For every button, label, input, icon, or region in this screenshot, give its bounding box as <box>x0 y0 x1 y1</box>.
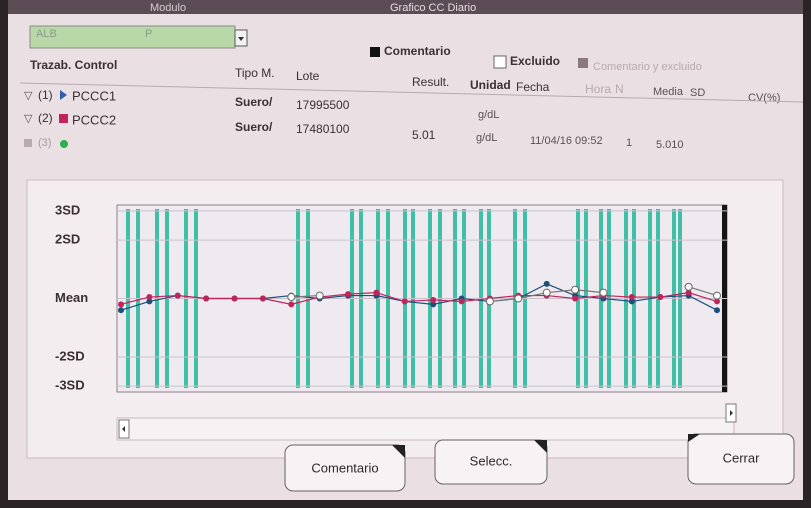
row-tipo: Suero/ <box>235 120 273 134</box>
data-point <box>544 281 550 287</box>
row-fecha: 11/04/16 09:52 <box>530 135 603 147</box>
column-header: Hora <box>585 82 611 96</box>
row-unidad: g/dL <box>478 109 499 121</box>
scrollbar[interactable] <box>117 418 734 440</box>
data-point <box>288 301 294 307</box>
row-lote: 17480100 <box>296 122 350 136</box>
row-icon <box>60 140 68 148</box>
data-point <box>175 293 181 299</box>
row-media: 5.010 <box>656 139 684 151</box>
row-tipo: Suero/ <box>235 95 273 109</box>
data-point <box>714 307 720 313</box>
column-header: SD <box>690 87 705 99</box>
row-index: (2) <box>38 111 53 125</box>
column-header: Result. <box>412 75 449 89</box>
legend-swatch <box>494 56 506 68</box>
data-point <box>459 298 465 304</box>
column-header: Tipo M. <box>235 66 275 80</box>
data-point <box>402 298 408 304</box>
data-point <box>657 294 663 300</box>
y-tick-label: -3SD <box>55 378 85 393</box>
column-header: N <box>615 82 624 96</box>
data-point <box>685 283 692 290</box>
row-control: PCCC2 <box>72 112 116 127</box>
data-point <box>316 292 323 299</box>
data-point <box>118 301 124 307</box>
legend-item: Comentario <box>384 44 451 58</box>
data-point <box>629 294 635 300</box>
screen: Modulo Grafico CC Diario ALB P Comentari… <box>0 0 811 508</box>
column-header: Trazab. Control <box>30 58 117 72</box>
y-tick-label: 3SD <box>55 202 80 217</box>
row-index: (1) <box>38 88 53 102</box>
row-check[interactable]: ▽ <box>24 90 33 102</box>
data-point <box>600 289 607 296</box>
row-index: (3) <box>38 137 51 149</box>
column-header: Fecha <box>516 80 550 94</box>
data-point <box>430 297 436 303</box>
data-point <box>203 296 209 302</box>
legend-swatch <box>578 58 588 68</box>
data-point <box>288 294 295 301</box>
data-point <box>572 296 578 302</box>
button-label: Cerrar <box>723 450 761 465</box>
data-point <box>118 307 124 313</box>
column-header: Unidad <box>470 78 511 92</box>
data-point <box>373 290 379 296</box>
data-point <box>572 286 579 293</box>
row-result: 5.01 <box>412 128 436 142</box>
row-check[interactable]: ▽ <box>24 113 33 125</box>
data-point <box>146 294 152 300</box>
data-point <box>260 296 266 302</box>
y-tick-label: -2SD <box>55 348 85 363</box>
row-lote: 17995500 <box>296 98 350 112</box>
data-point <box>345 291 351 297</box>
y-tick-label: 2SD <box>55 232 80 247</box>
row-n: 1 <box>626 137 632 149</box>
dropdown[interactable] <box>30 26 235 48</box>
legend-swatch <box>370 47 380 57</box>
page: { "header": {"module_label": "Modulo", "… <box>0 0 811 508</box>
data-point <box>515 295 522 302</box>
dropdown-value2: P <box>145 28 152 40</box>
data-point <box>543 289 550 296</box>
module-label: Modulo <box>150 2 186 14</box>
data-point <box>232 296 238 302</box>
data-point <box>714 292 721 299</box>
row-icon <box>59 114 68 123</box>
row-control: PCCC1 <box>72 88 116 103</box>
screen-title: Grafico CC Diario <box>390 2 476 14</box>
row-check[interactable] <box>24 139 32 147</box>
column-header: Media <box>653 86 684 98</box>
row-unidad: g/dL <box>476 132 497 144</box>
y-tick-label: Mean <box>55 290 88 305</box>
legend-item: Comentario y excluido <box>593 61 702 73</box>
legend-item: Excluido <box>510 54 560 68</box>
dropdown-value: ALB <box>36 28 57 40</box>
button-label: Selecc. <box>470 453 513 468</box>
button-label: Comentario <box>311 460 378 475</box>
column-header: Lote <box>296 69 320 83</box>
data-point <box>486 298 493 305</box>
column-header: CV(%) <box>748 92 780 104</box>
